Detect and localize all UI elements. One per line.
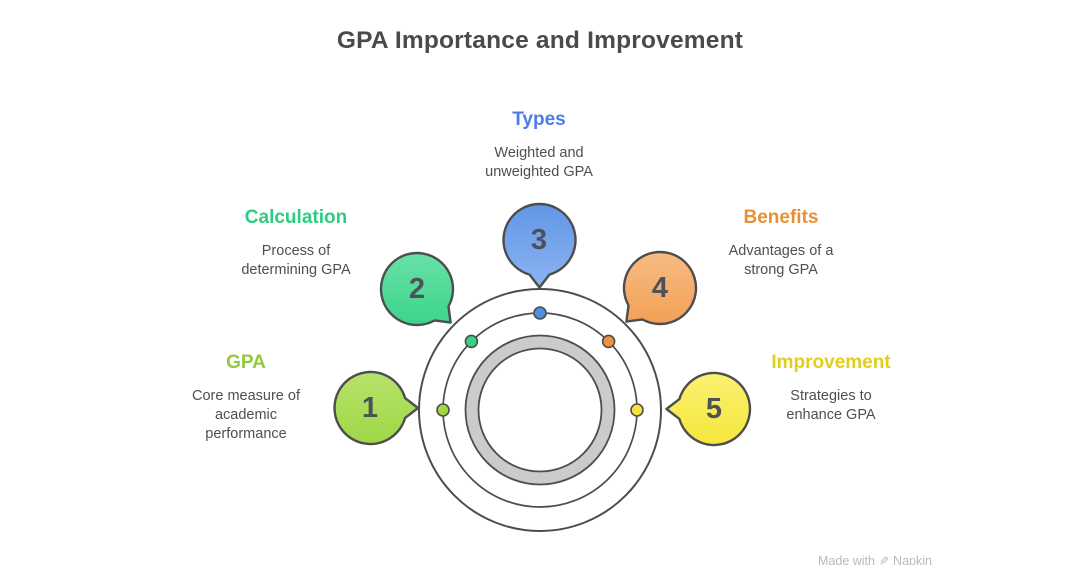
section-types: Types Weighted and unweighted GPA: [459, 108, 619, 182]
orbit-dot-3: [533, 306, 547, 320]
section-label-types: Types: [512, 109, 566, 130]
bubbles-group: [333, 202, 752, 447]
section-desc-improvement: Strategies to enhance GPA: [786, 388, 876, 423]
orbit-dot-1: [436, 403, 450, 417]
section-improvement: Improvement Strategies to enhance GPA: [751, 351, 911, 425]
gray-ring-band: [465, 335, 615, 485]
watermark-prefix: Made with: [818, 554, 875, 565]
bubble-4: [622, 250, 698, 326]
section-desc-types: Weighted and unweighted GPA: [485, 145, 593, 180]
bubble-number-1: 1: [361, 391, 379, 424]
bubble-number-3: 3: [530, 223, 548, 256]
section-desc-gpa: Core measure of academic performance: [192, 388, 300, 442]
orbit-dot-2: [464, 334, 479, 349]
page-title: GPA Importance and Improvement: [336, 27, 744, 54]
gray-ring-inner-edge: [477, 347, 603, 473]
watermark-brand: Napkin: [893, 554, 932, 565]
pen-icon: ✎: [878, 554, 890, 565]
section-gpa: GPA Core measure of academic performance: [166, 351, 326, 444]
section-label-calculation: Calculation: [244, 207, 348, 228]
section-benefits: Benefits Advantages of a strong GPA: [701, 206, 861, 280]
orbit-dots-group: [436, 306, 644, 417]
orbit-dot-5: [630, 403, 644, 417]
bubble-number-5: 5: [705, 392, 723, 425]
gray-ring-outer-edge: [464, 334, 616, 486]
bubble-2: [379, 251, 455, 327]
orbit-dot-4: [601, 334, 616, 349]
outer-circle: [418, 288, 662, 532]
section-calculation: Calculation Process of determining GPA: [216, 206, 376, 280]
section-desc-benefits: Advantages of a strong GPA: [728, 243, 834, 278]
watermark: Made with ✎ Napkin: [818, 553, 932, 565]
rings-group: [418, 288, 662, 532]
bubble-3: [502, 202, 577, 289]
bubble-1: [333, 370, 420, 446]
section-label-improvement: Improvement: [771, 352, 891, 373]
bubble-number-2: 2: [408, 272, 426, 305]
section-desc-calculation: Process of determining GPA: [241, 243, 351, 278]
section-label-benefits: Benefits: [743, 207, 819, 228]
bubble-number-4: 4: [651, 271, 669, 304]
section-label-gpa: GPA: [226, 352, 266, 373]
bubble-5: [665, 371, 752, 447]
